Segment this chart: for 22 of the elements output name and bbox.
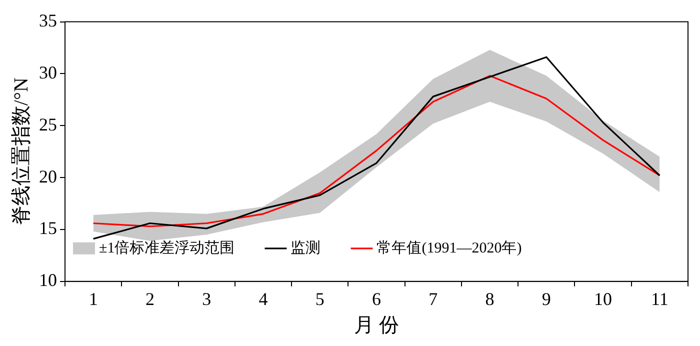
legend-label: ±1倍标准差浮动范围 (99, 239, 235, 256)
y-tick-label: 10 (39, 270, 57, 290)
x-axis-title: 月 份 (354, 314, 399, 336)
y-tick-label: 35 (39, 10, 57, 31)
legend-label: 监测 (290, 239, 321, 256)
y-axis-title: 脊线位置指数/°N (10, 78, 32, 226)
x-tick-label: 1 (88, 288, 98, 309)
x-tick-label: 7 (428, 288, 438, 309)
x-tick-label: 2 (145, 288, 154, 309)
y-tick-label: 25 (39, 114, 57, 134)
x-tick-label: 5 (315, 288, 324, 309)
x-tick-label: 4 (258, 288, 268, 309)
y-tick-label: 15 (39, 218, 57, 238)
x-tick-label: 3 (202, 288, 212, 309)
x-tick-label: 6 (372, 288, 381, 309)
y-tick-label: 30 (39, 62, 57, 82)
x-tick-label: 11 (651, 288, 668, 309)
x-tick-label: 10 (594, 288, 612, 309)
y-tick-label: 20 (39, 166, 57, 186)
legend-label: 常年值(1991—2020年) (376, 239, 522, 256)
x-tick-label: 9 (542, 288, 551, 309)
x-tick-label: 8 (485, 288, 494, 309)
